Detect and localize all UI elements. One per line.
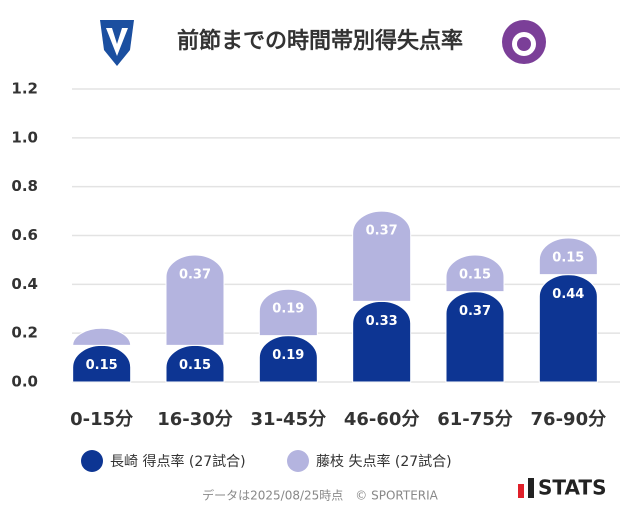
legend-label: 藤枝 失点率 (27試合) — [316, 453, 452, 470]
x-tick-label: 76-90分 — [531, 409, 607, 430]
brand: STATS — [538, 476, 606, 500]
y-tick-label: 1.0 — [11, 128, 38, 146]
legend-marker — [287, 450, 309, 472]
y-tick-label: 0.8 — [11, 177, 38, 195]
x-tick-label: 46-60分 — [344, 409, 420, 430]
value-label: 0.33 — [366, 314, 398, 329]
x-tick-label: 0-15分 — [70, 409, 133, 430]
value-label: 0.15 — [179, 358, 211, 373]
y-tick-label: 0.0 — [11, 373, 38, 391]
bar-segment — [165, 254, 225, 346]
value-label: 0.37 — [179, 268, 211, 283]
bar-segment — [258, 288, 318, 337]
bar-segment — [538, 237, 598, 276]
y-tick-label: 0.4 — [11, 275, 38, 293]
bar-segment — [445, 254, 505, 293]
footer: データは2025/08/25時点 © SPORTERIA — [202, 488, 439, 503]
legend-label: 長崎 得点率 (27試合) — [110, 453, 246, 470]
value-label: 0.15 — [459, 268, 491, 283]
value-label: 0.37 — [459, 304, 491, 319]
brand-icon — [528, 478, 534, 498]
x-tick-label: 31-45分 — [251, 409, 327, 430]
home-logo — [100, 20, 134, 66]
y-tick-label: 1.2 — [11, 80, 38, 98]
legend-marker — [81, 450, 103, 472]
x-tick-label: 61-75分 — [437, 409, 513, 430]
away-logo — [502, 20, 546, 64]
bar-segment — [72, 327, 132, 346]
value-label: 0.19 — [272, 348, 304, 363]
bar-segment — [352, 210, 412, 302]
x-tick-label: 16-30分 — [157, 409, 233, 430]
value-label: 0.37 — [366, 224, 398, 239]
value-label: 0.15 — [552, 250, 584, 265]
value-label: 0.19 — [272, 302, 304, 317]
chart-title: 前節までの時間帯別得失点率 — [177, 28, 463, 54]
value-label: 0.44 — [552, 287, 584, 302]
value-label: 0.15 — [86, 358, 118, 373]
y-tick-label: 0.6 — [11, 226, 38, 244]
brand-icon — [518, 484, 524, 498]
y-tick-label: 0.2 — [11, 324, 38, 342]
